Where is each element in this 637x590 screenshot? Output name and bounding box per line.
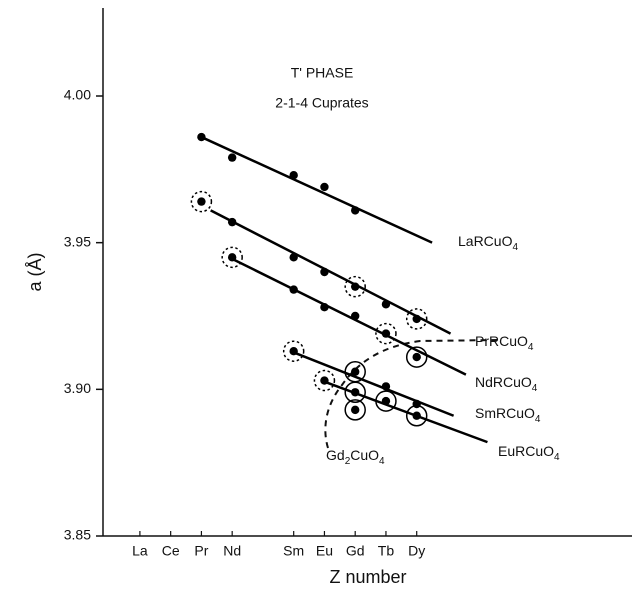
- point: [381, 329, 391, 338]
- point: [412, 352, 421, 362]
- series-label: LaRCuO4: [458, 233, 518, 253]
- point: [227, 217, 237, 227]
- point: [320, 267, 329, 277]
- x-tick-label: Gd: [346, 543, 365, 559]
- point-ring: [405, 308, 428, 330]
- point: [227, 153, 237, 162]
- point-ring: [344, 275, 366, 298]
- fit-line: [210, 209, 452, 335]
- fit-line: [290, 350, 455, 417]
- point: [381, 396, 391, 406]
- x-tick-label: Sm: [283, 543, 304, 559]
- point: [350, 206, 360, 215]
- y-axis-label: a (Å): [25, 252, 45, 291]
- series-label: PrRCuO4: [475, 333, 534, 353]
- y-tick-label: 4.00: [64, 87, 91, 103]
- series-label: NdRCuO4: [475, 374, 538, 394]
- point: [350, 388, 360, 397]
- fit-line: [228, 256, 467, 376]
- point: [350, 367, 360, 376]
- point: [320, 182, 329, 192]
- x-tick-label: Pr: [194, 543, 208, 559]
- point: [289, 253, 298, 262]
- point-ring: [375, 322, 397, 345]
- point: [320, 376, 329, 385]
- point-ring: [375, 390, 397, 412]
- series-label: SmRCuO4: [475, 405, 541, 425]
- annotation: T' PHASE: [291, 65, 354, 81]
- point: [289, 285, 298, 294]
- point: [350, 405, 360, 415]
- x-axis-label: Z number: [329, 567, 406, 587]
- point: [289, 171, 298, 180]
- point: [197, 197, 206, 206]
- fit-line: [320, 379, 488, 444]
- x-tick-label: La: [132, 543, 148, 559]
- point: [289, 347, 298, 356]
- y-tick-label: 3.90: [64, 380, 91, 396]
- point-ring: [405, 346, 428, 368]
- point: [350, 311, 360, 321]
- point: [197, 132, 206, 142]
- series-label: Gd2CuO4: [326, 447, 385, 467]
- y-tick-label: 3.95: [64, 233, 91, 249]
- fit-line: [200, 135, 433, 244]
- point-ring: [344, 399, 366, 421]
- annotation: 2-1-4 Cuprates: [275, 95, 368, 111]
- x-tick-label: Tb: [378, 543, 395, 559]
- point: [350, 282, 360, 291]
- point: [412, 411, 421, 420]
- point: [381, 300, 391, 309]
- point-ring: [313, 369, 336, 392]
- x-tick-label: Eu: [316, 543, 333, 559]
- x-tick-label: Ce: [162, 543, 180, 559]
- point: [320, 303, 329, 312]
- x-tick-label: Dy: [408, 543, 425, 559]
- phase-boundary: [324, 339, 501, 449]
- point-ring: [190, 190, 213, 213]
- y-tick-label: 3.85: [64, 527, 91, 543]
- point: [412, 314, 421, 324]
- point: [381, 382, 391, 391]
- point-ring: [282, 340, 305, 362]
- point-ring: [405, 404, 428, 427]
- x-tick-label: Nd: [223, 543, 241, 559]
- point-ring: [344, 381, 366, 404]
- point-ring: [221, 246, 243, 269]
- series-label: EuRCuO4: [498, 443, 560, 463]
- point: [227, 253, 237, 262]
